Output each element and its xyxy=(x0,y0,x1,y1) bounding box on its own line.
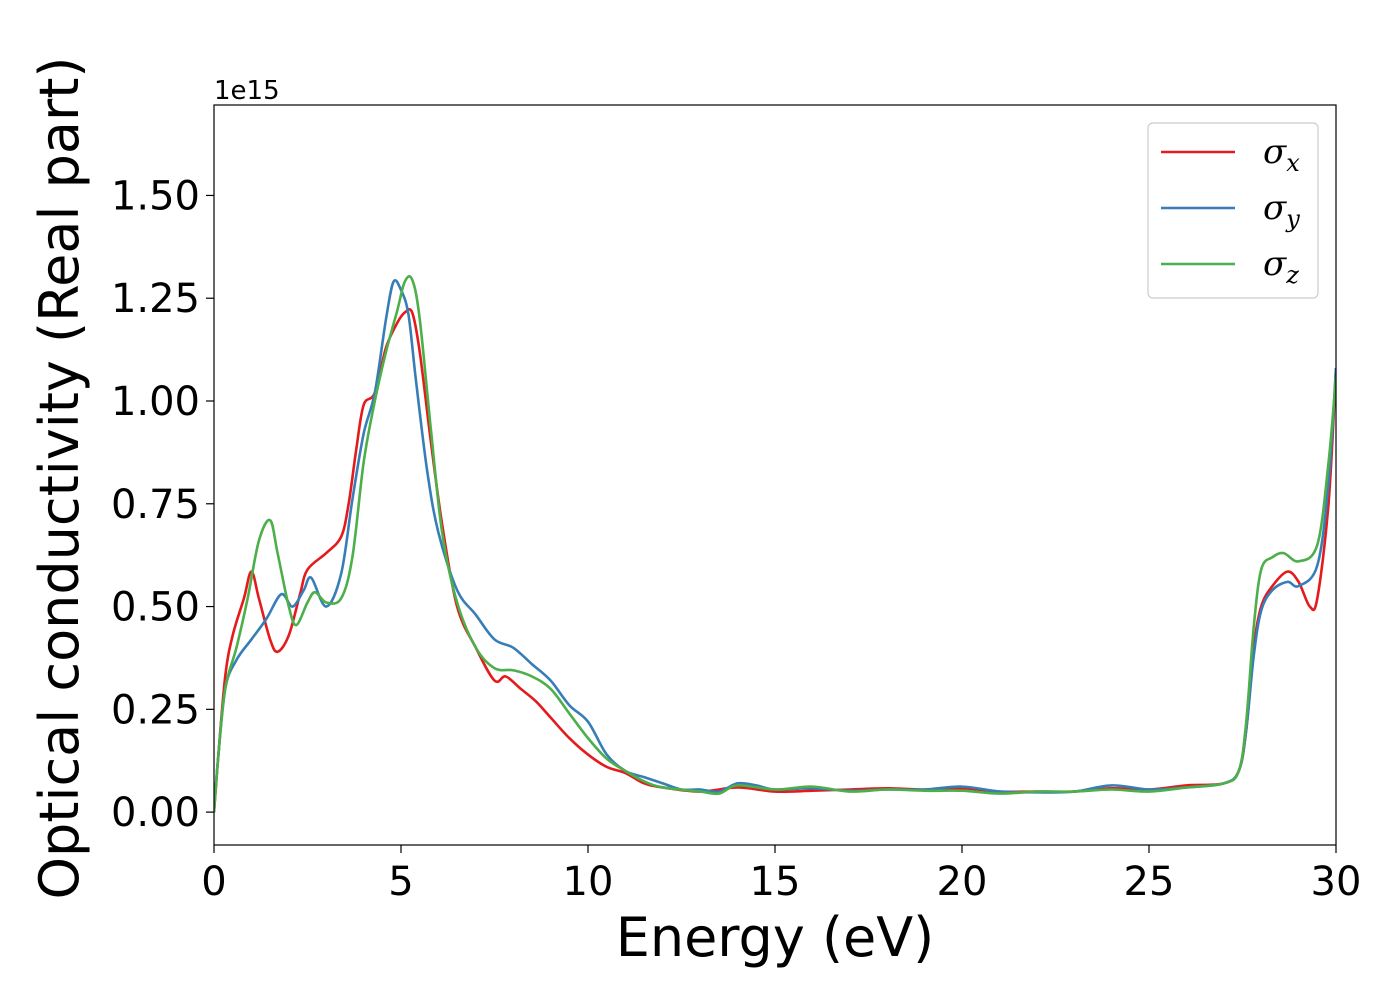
y-tick-label: 1.25 xyxy=(111,276,200,322)
legend-label-y: σy xyxy=(1263,188,1300,233)
y-tick-label: 0.00 xyxy=(111,790,200,836)
x-tick-label: 25 xyxy=(1124,859,1175,905)
y-offset-text: 1e15 xyxy=(214,76,280,106)
legend-label-z: σz xyxy=(1263,244,1299,289)
legend: σx σy σz xyxy=(1147,122,1319,299)
y-tick-label: 1.00 xyxy=(111,379,200,425)
y-tick-label: 0.50 xyxy=(111,585,200,631)
x-tick-label: 15 xyxy=(750,859,801,905)
y-tick-label: 1.50 xyxy=(111,173,200,219)
legend-frame xyxy=(1147,122,1319,299)
legend-label-x: σx xyxy=(1263,132,1300,177)
y-tick-label: 0.25 xyxy=(111,687,200,733)
x-axis-label: Energy (eV) xyxy=(616,906,935,969)
y-axis-label: Optical conductivity (Real part) xyxy=(28,57,91,900)
x-axis: 0 5 10 15 20 25 30 xyxy=(201,845,1361,905)
x-tick-label: 20 xyxy=(937,859,988,905)
x-tick-label: 0 xyxy=(201,859,226,905)
series-layer xyxy=(214,275,1336,813)
x-tick-label: 10 xyxy=(563,859,614,905)
series-line-x xyxy=(214,308,1336,813)
x-tick-label: 5 xyxy=(388,859,413,905)
y-tick-label: 0.75 xyxy=(111,482,200,528)
series-line-z xyxy=(214,275,1336,813)
y-axis: 0.00 0.25 0.50 0.75 1.00 1.25 1.50 xyxy=(111,173,214,836)
x-tick-label: 30 xyxy=(1311,859,1362,905)
